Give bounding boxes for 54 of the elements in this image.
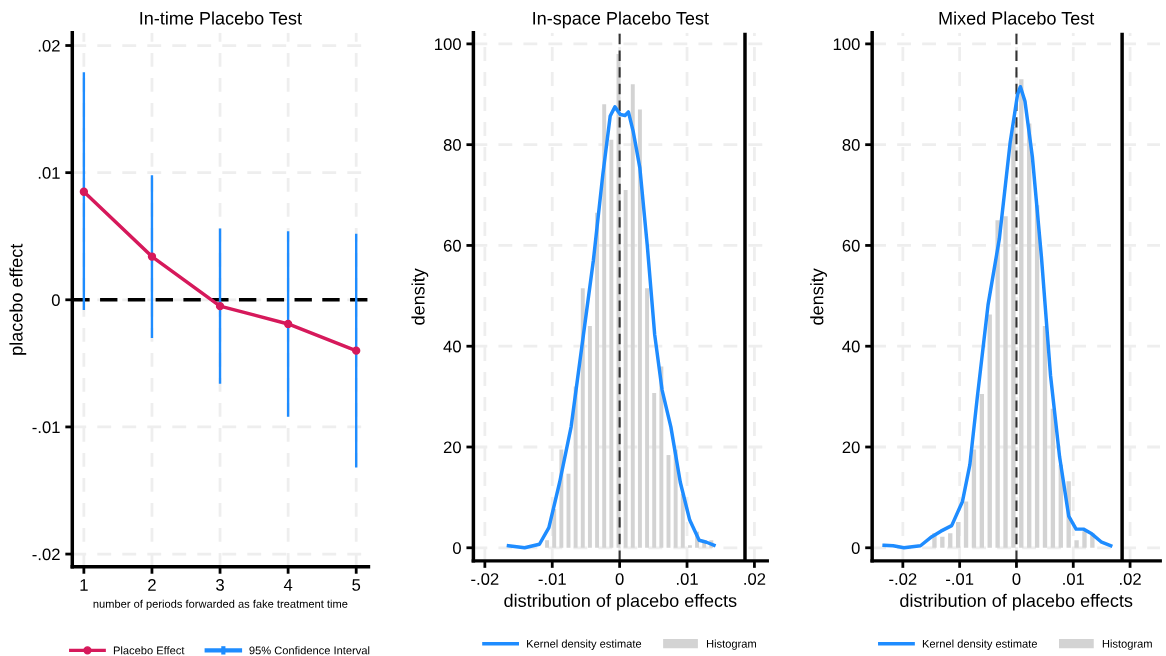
y-tick-label: 0 [851, 542, 860, 554]
y-tick-label: -.01 [32, 421, 60, 434]
point [283, 319, 293, 329]
y-axis-title: density [810, 268, 827, 325]
line-series [882, 84, 1113, 550]
x-tick-label: 1 [80, 579, 88, 591]
legend-label: Kernel density estimate [527, 639, 642, 650]
chart-title: Mixed Placebo Test [939, 11, 1095, 25]
x-tick-label: 0 [615, 573, 624, 585]
y-tick-label: .01 [38, 167, 60, 179]
legend-label: Histogram [1102, 639, 1152, 650]
point [147, 252, 157, 261]
y-tick-label: 100 [833, 38, 860, 51]
y-axis-title: density [411, 268, 429, 325]
x-tick-label: -.02 [889, 573, 917, 585]
legend-label: Histogram [706, 639, 756, 650]
x-axis-title: distribution of placebo effects [504, 593, 737, 611]
x-tick-label: .02 [1120, 573, 1141, 585]
x-tick-label: .01 [1063, 573, 1085, 585]
x-tick-label: 2 [148, 579, 156, 591]
y-tick-label: .02 [38, 39, 60, 52]
point [215, 301, 225, 311]
y-tick-label: 80 [443, 139, 461, 151]
legend-label: Placebo Effect [113, 646, 185, 655]
legend-label: Kernel density estimate [922, 639, 1037, 650]
chart-title: In-time Placebo Test [140, 11, 302, 25]
legend-label: 95% Confidence Interval [249, 646, 370, 655]
x-tick-label: -.01 [946, 573, 974, 585]
y-tick-label: 0 [51, 294, 60, 306]
x-tick-label: 5 [352, 579, 361, 591]
x-tick-label: 0 [1012, 573, 1021, 585]
x-tick-label: -.02 [471, 573, 499, 585]
y-tick-label: 0 [452, 542, 461, 554]
y-tick-label: -.02 [32, 548, 60, 561]
y-tick-label: 60 [842, 239, 860, 252]
line-series [506, 105, 716, 550]
point [79, 187, 89, 196]
chart-title: In-space Placebo Test [533, 11, 709, 29]
y-tick-label: 40 [842, 340, 860, 353]
x-tick-label: 4 [283, 579, 293, 591]
point [352, 346, 361, 355]
x-tick-label: .02 [744, 573, 766, 585]
x-tick-label: .01 [676, 573, 698, 585]
x-axis-title: number of periods forwarded as fake treatment time [93, 599, 348, 611]
y-tick-label: 60 [443, 239, 461, 252]
y-tick-label: 100 [435, 38, 461, 51]
y-tick-label: 20 [443, 441, 461, 454]
y-axis-title: placebo effect [9, 243, 27, 355]
y-tick-label: 80 [842, 139, 860, 151]
y-tick-label: 20 [842, 441, 860, 454]
y-tick-label: 40 [443, 340, 461, 353]
x-tick-label: -.01 [538, 573, 566, 585]
x-axis-title: distribution of placebo effects [900, 593, 1133, 611]
x-tick-label: 3 [216, 579, 224, 591]
